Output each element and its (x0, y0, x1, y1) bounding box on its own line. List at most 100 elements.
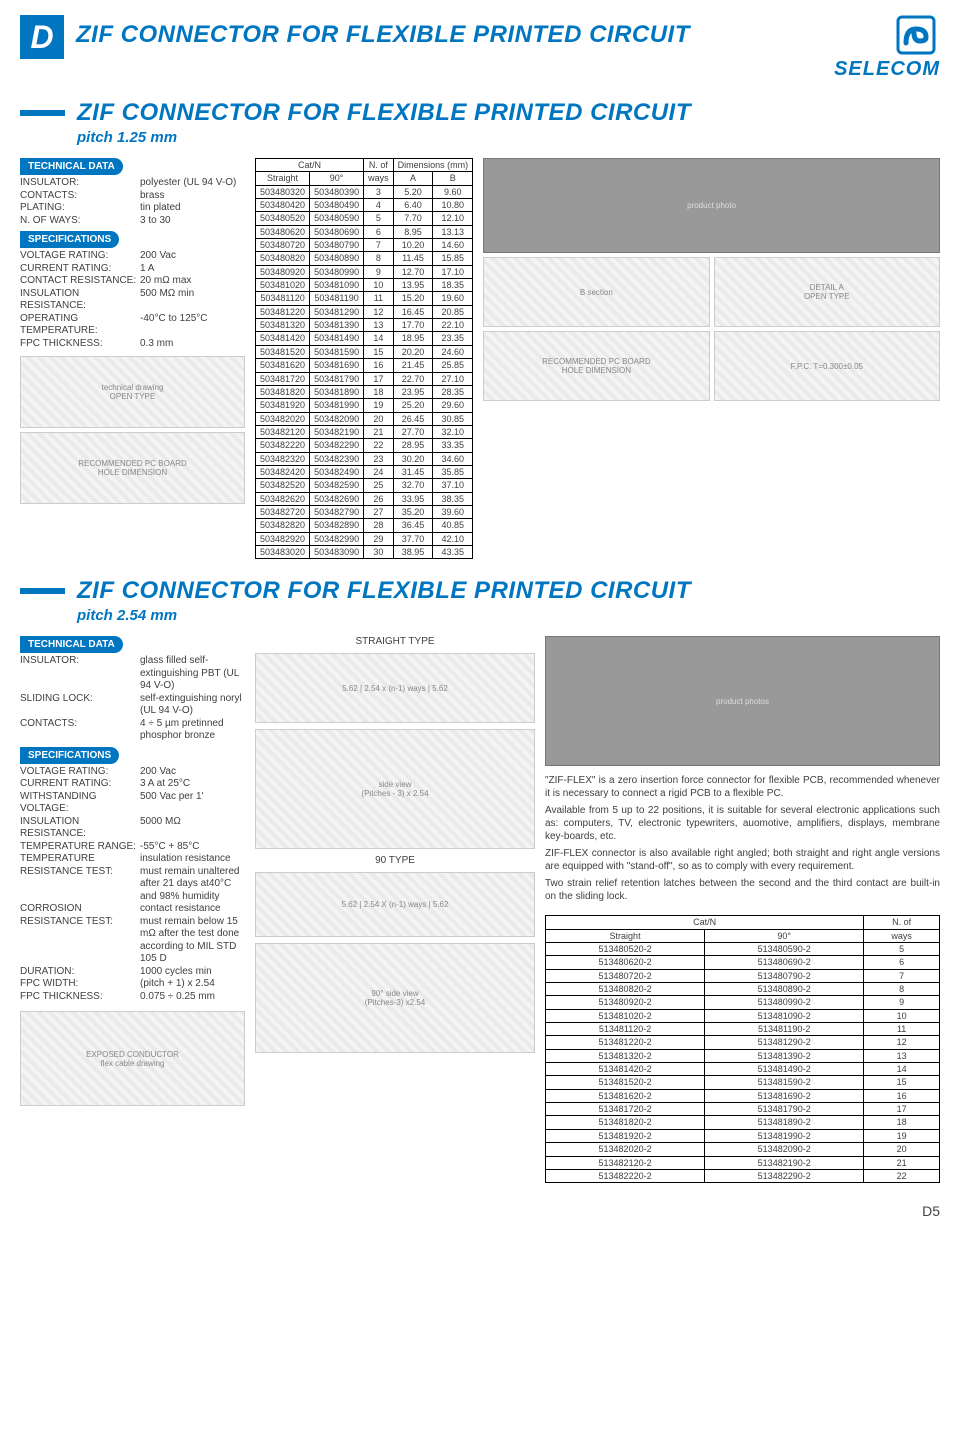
spec-value: -40°C to 125°C (140, 313, 245, 338)
table-row: 5034818205034818901823.9528.35 (256, 385, 473, 398)
drawing-pcb-hole-2: RECOMMENDED PC BOARDHOLE DIMENSION (483, 331, 709, 401)
table-row: 5034823205034823902330.2034.60 (256, 452, 473, 465)
spec-line: FPC THICKNESS:0.075 ÷ 0.25 mm (20, 991, 245, 1004)
spec-value: 5000 MΩ (140, 816, 245, 841)
spec-line: TEMPERATURE RANGE:-55°C + 85°C (20, 841, 245, 854)
table-row: 513480620-2513480690-26 (546, 956, 940, 969)
section2-pitch: pitch 2.54 mm (77, 607, 940, 624)
spec-value: 500 Vac per 1' (140, 791, 245, 816)
product-photo-1: product photo (483, 158, 940, 253)
spec-line: WITHSTANDING VOLTAGE:500 Vac per 1' (20, 791, 245, 816)
section1-title: ZIF CONNECTOR FOR FLEXIBLE PRINTED CIRCU… (77, 99, 691, 127)
spec-label: PLATING: (20, 202, 140, 215)
spec-line: N. OF WAYS:3 to 30 (20, 215, 245, 228)
spec-line: FPC WIDTH:(pitch + 1) x 2.54 (20, 978, 245, 991)
spec-value: 3 to 30 (140, 215, 245, 228)
table-row: 5034829205034829902937.7042.10 (256, 532, 473, 545)
table-row: 513481720-2513481790-217 (546, 1103, 940, 1116)
spec-label: FPC THICKNESS: (20, 338, 140, 351)
spec-line: INSULATOR:polyester (UL 94 V-O) (20, 177, 245, 190)
table-row: 5034827205034827902735.2039.60 (256, 505, 473, 518)
drawing-section-b: B section (483, 257, 709, 327)
spec-line: TEMPERATURE RESISTANCE TEST:insulation r… (20, 853, 245, 903)
spec-value: 20 mΩ max (140, 275, 245, 288)
spec-label: N. OF WAYS: (20, 215, 140, 228)
drawing-exposed-conductor: EXPOSED CONDUCTORflex cable drawing (20, 1011, 245, 1106)
spec-value: insulation resistance must remain unalte… (140, 853, 245, 903)
spec-value: 3 A at 25°C (140, 778, 245, 791)
table-row: 503480920503480990912.7017.10 (256, 265, 473, 278)
spec-value: 500 MΩ min (140, 288, 245, 313)
table-row: 513481820-2513481890-218 (546, 1116, 940, 1129)
section2-parts-table: Cat/NN. ofStraight90°ways513480520-25134… (545, 915, 940, 1183)
tech-data-header: TECHNICAL DATA (20, 158, 123, 175)
table-row: 513481520-2513481590-215 (546, 1076, 940, 1089)
product-photo-2: product photos (545, 636, 940, 766)
spec-value: glass filled self-extinguishing PBT (UL … (140, 655, 245, 693)
table-row: 50348032050348039035.209.60 (256, 185, 473, 198)
spec-label: VOLTAGE RATING: (20, 766, 140, 779)
table-row: 513482020-2513482090-220 (546, 1143, 940, 1156)
table-row: 513481420-2513481490-214 (546, 1063, 940, 1076)
table-row: 5034810205034810901013.9518.35 (256, 279, 473, 292)
deg90-type-label: 90 TYPE (255, 855, 535, 866)
table-row: 513481920-2513481990-219 (546, 1129, 940, 1142)
table-row: 5034812205034812901216.4520.85 (256, 305, 473, 318)
spec-line: CONTACT RESISTANCE:20 mΩ max (20, 275, 245, 288)
spec-line: PLATING:tin plated (20, 202, 245, 215)
spec-label: CURRENT RATING: (20, 263, 140, 276)
drawing-detail-a: DETAIL AOPEN TYPE (714, 257, 940, 327)
spec-label: CORROSION RESISTANCE TEST: (20, 903, 140, 966)
spec-line: CURRENT RATING:3 A at 25°C (20, 778, 245, 791)
table-row: 503480820503480890811.4515.85 (256, 252, 473, 265)
table-row: 513481220-2513481290-212 (546, 1036, 940, 1049)
spec-label: CONTACTS: (20, 718, 140, 743)
table-row: 5034825205034825902532.7037.10 (256, 479, 473, 492)
spec-value: 0.3 mm (140, 338, 245, 351)
spec-label: INSULATOR: (20, 655, 140, 693)
table-row: 513480820-2513480890-28 (546, 983, 940, 996)
page-main-title: ZIF CONNECTOR FOR FLEXIBLE PRINTED CIRCU… (76, 15, 834, 49)
brand-logo-block: SELECOM (834, 15, 940, 81)
spec-value: 200 Vac (140, 250, 245, 263)
spec-label: TEMPERATURE RESISTANCE TEST: (20, 853, 140, 903)
straight-type-label: STRAIGHT TYPE (255, 636, 535, 647)
table-row: 5034820205034820902026.4530.85 (256, 412, 473, 425)
drawing-fpc: F.P.C. T=0.300±0.05 (714, 331, 940, 401)
spec-value: 1 A (140, 263, 245, 276)
spec-label: CURRENT RATING: (20, 778, 140, 791)
section1-parts-table: Cat/NN. ofDimensions (mm)Straight90°ways… (255, 158, 473, 559)
spec-label: CONTACTS: (20, 190, 140, 203)
table-row: 5034830205034830903038.9543.35 (256, 545, 473, 558)
table-row: 5034824205034824902431.4535.85 (256, 465, 473, 478)
spec-value: 4 ÷ 5 µm pretinned phosphor bronze (140, 718, 245, 743)
spec-line: CURRENT RATING:1 A (20, 263, 245, 276)
table-row: 513482220-2513482290-222 (546, 1169, 940, 1182)
product-description: "ZIF-FLEX" is a zero insertion force con… (545, 774, 940, 907)
spec-line: VOLTAGE RATING:200 Vac (20, 766, 245, 779)
spec-label: DURATION: (20, 966, 140, 979)
spec-label: OPERATING TEMPERATURE: (20, 313, 140, 338)
table-row: 513480720-2513480790-27 (546, 969, 940, 982)
spec-value: contact resistance must remain below 15 … (140, 903, 245, 966)
table-row: 513481120-2513481190-211 (546, 1023, 940, 1036)
section1-pitch: pitch 1.25 mm (77, 129, 940, 146)
section-letter-box: D (20, 15, 64, 59)
spec-line: CONTACTS:4 ÷ 5 µm pretinned phosphor bro… (20, 718, 245, 743)
table-row: 50348052050348059057.7012.10 (256, 212, 473, 225)
spec-line: OPERATING TEMPERATURE:-40°C to 125°C (20, 313, 245, 338)
drawing-straight-top: 5.62 | 2.54 x (n-1) ways | 5.62 (255, 653, 535, 723)
table-row: 50348042050348049046.4010.80 (256, 199, 473, 212)
spec-line: VOLTAGE RATING:200 Vac (20, 250, 245, 263)
spec-label: CONTACT RESISTANCE: (20, 275, 140, 288)
table-row: 5034826205034826902633.9538.35 (256, 492, 473, 505)
spec-label: TEMPERATURE RANGE: (20, 841, 140, 854)
spec-line: INSULATION RESISTANCE:5000 MΩ (20, 816, 245, 841)
table-row: 513481620-2513481690-216 (546, 1089, 940, 1102)
table-row: 5034815205034815901520.2024.60 (256, 345, 473, 358)
spec-value: 0.075 ÷ 0.25 mm (140, 991, 245, 1004)
spec-line: SLIDING LOCK:self-extinguishing noryl (U… (20, 693, 245, 718)
title-bar-icon (20, 588, 65, 594)
spec-line: INSULATION RESISTANCE:500 MΩ min (20, 288, 245, 313)
spec-value: -55°C + 85°C (140, 841, 245, 854)
